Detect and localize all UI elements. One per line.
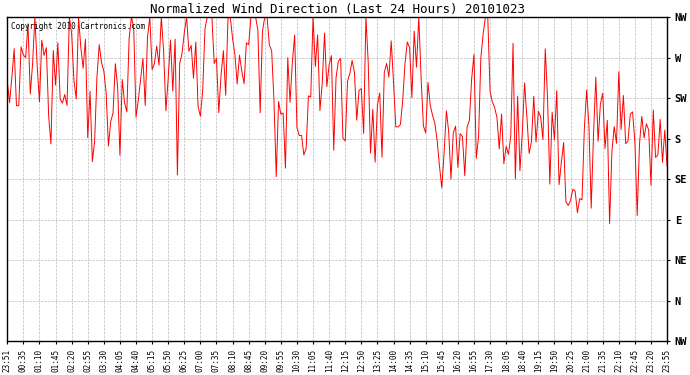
Title: Normalized Wind Direction (Last 24 Hours) 20101023: Normalized Wind Direction (Last 24 Hours… [150, 3, 524, 16]
Text: Copyright 2010 Cartronics.com: Copyright 2010 Cartronics.com [10, 22, 145, 31]
